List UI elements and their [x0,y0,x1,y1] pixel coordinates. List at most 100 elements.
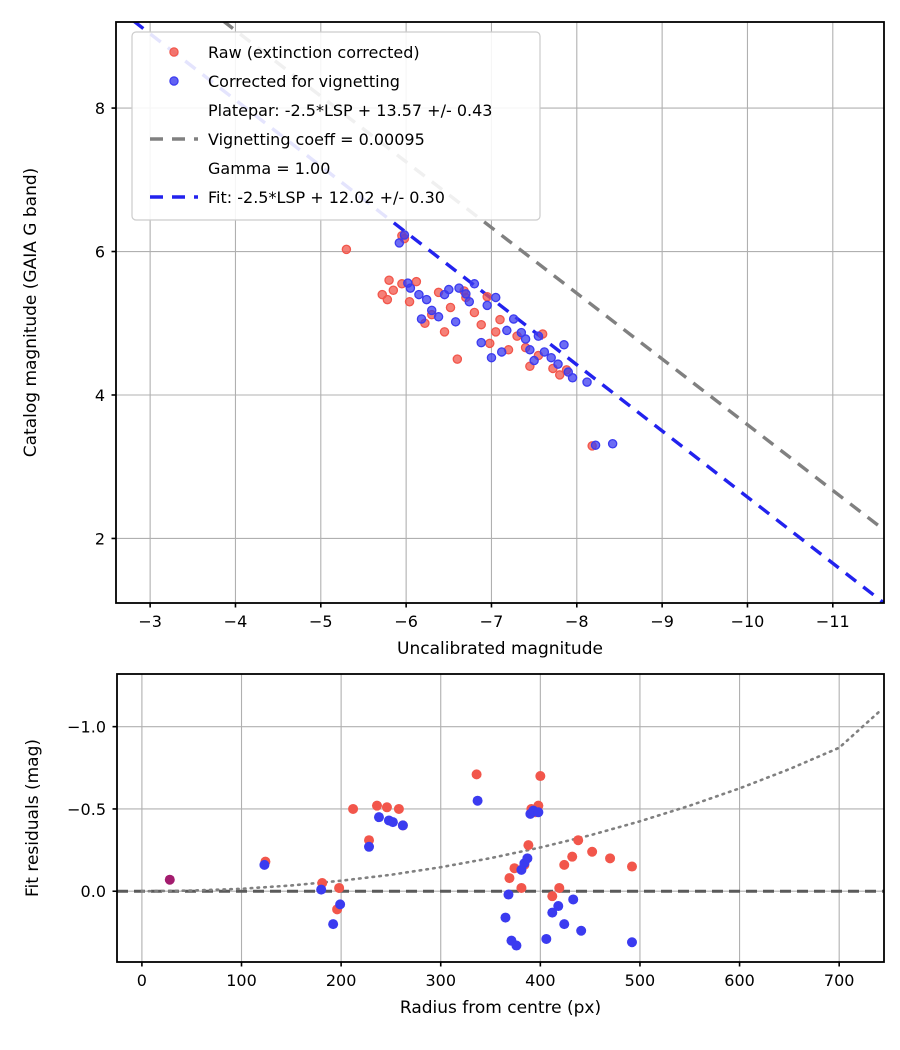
data-point [533,807,544,818]
x-tick-label: −3 [138,612,162,631]
data-point [416,314,427,324]
data-point [450,317,461,327]
x-axis-label: Radius from centre (px) [400,998,601,1018]
x-tick-label: 300 [425,971,456,990]
legend-entry-label: Corrected for vignetting [208,72,400,91]
data-point [164,874,175,885]
legend-entry-label: Platepar: -2.5*LSP + 13.57 +/- 0.43 [208,101,492,120]
data-point [259,859,270,870]
data-point [394,238,405,248]
y-tick-label: 4 [95,386,105,405]
x-tick-label: −10 [731,612,765,631]
legend-box [131,31,541,221]
legend-entry[interactable]: Gamma = 1.00 [208,159,330,178]
y-tick-label: −1.0 [67,718,106,737]
data-point [607,439,618,449]
data-point [582,377,592,387]
data-point [472,795,483,806]
x-tick-label: −8 [565,612,589,631]
data-point [554,370,565,380]
x-axis-label: Uncalibrated magnitude [397,639,603,659]
x-tick-label: 0 [137,971,147,990]
data-point [371,800,382,811]
data-point [439,327,450,337]
data-point [469,279,480,289]
data-point [387,817,398,828]
data-point [495,314,505,325]
x-tick-label: 600 [724,971,755,990]
data-point [547,907,558,918]
y-tick-label: −0.5 [67,800,106,819]
data-point [567,851,578,862]
data-point [547,891,558,902]
plot-background [117,674,884,962]
data-point [626,937,637,948]
panel-fit-residuals: 0 100 200 300 400 500 600 700 0.0 −0.5 −1.0 Radius … [23,673,885,1018]
x-tick-label: 700 [824,971,855,990]
legend-marker-dot [169,76,179,86]
data-point [397,820,408,831]
x-tick-label: −9 [650,612,674,631]
data-point [546,352,556,363]
data-point [482,291,492,302]
data-point [381,802,392,813]
data-point [476,319,486,330]
legend-entry[interactable]: Platepar: -2.5*LSP + 13.57 +/- 0.43 [208,101,492,120]
data-point [533,331,544,341]
tick-marks [112,725,840,967]
data-point [496,347,507,357]
data-point [461,289,471,299]
axis-frame [115,21,885,604]
data-point [433,312,444,322]
data-point [535,771,546,782]
x-tick-label: −11 [816,612,850,631]
series-overlap [164,874,175,885]
data-point [553,901,564,912]
data-point [576,925,587,936]
x-tick-label: 200 [326,971,357,990]
data-point [520,334,531,344]
legend-entry[interactable]: Corrected for vignetting [169,72,400,91]
data-point [626,861,637,872]
data-point [554,882,565,893]
data-point [605,853,616,864]
data-point [445,302,456,313]
legend: Raw (extinction corrected) Corrected for … [131,31,541,221]
data-point [587,846,598,857]
y-axis-label: Fit residuals (mag) [23,739,43,897]
data-point [471,769,482,780]
data-point [523,840,534,851]
x-tick-label: −4 [224,612,248,631]
y-tick-label: 6 [95,243,105,262]
legend-entry[interactable]: Fit: -2.5*LSP + 12.02 +/- 0.30 [150,188,445,207]
data-point [364,841,375,852]
data-point [388,285,399,296]
data-point [500,912,511,923]
data-point [404,296,415,307]
x-tick-label: 100 [226,971,257,990]
data-point [559,340,569,350]
data-point [316,884,327,895]
data-point [522,853,533,864]
data-point [539,347,550,357]
data-point [503,889,514,900]
legend-entry[interactable]: Vignetting coeff = 0.00095 [150,130,425,149]
legend-entry[interactable]: Raw (extinction corrected) [169,43,420,62]
data-point [414,289,424,300]
y-axis-label: Catalog magnitude (GAIA G band) [21,168,41,458]
plot-content [117,710,884,951]
data-point [399,230,410,240]
data-point [511,940,522,951]
data-point [373,812,384,823]
data-point [452,354,463,364]
x-tick-label: −6 [394,612,418,631]
data-point [541,933,552,944]
data-point [393,803,404,814]
legend-entry-label: Gamma = 1.00 [208,159,330,178]
data-point [405,283,416,293]
data-point [341,244,352,255]
x-tick-label: −5 [309,612,333,631]
legend-entry-label: Vignetting coeff = 0.00095 [208,130,425,149]
